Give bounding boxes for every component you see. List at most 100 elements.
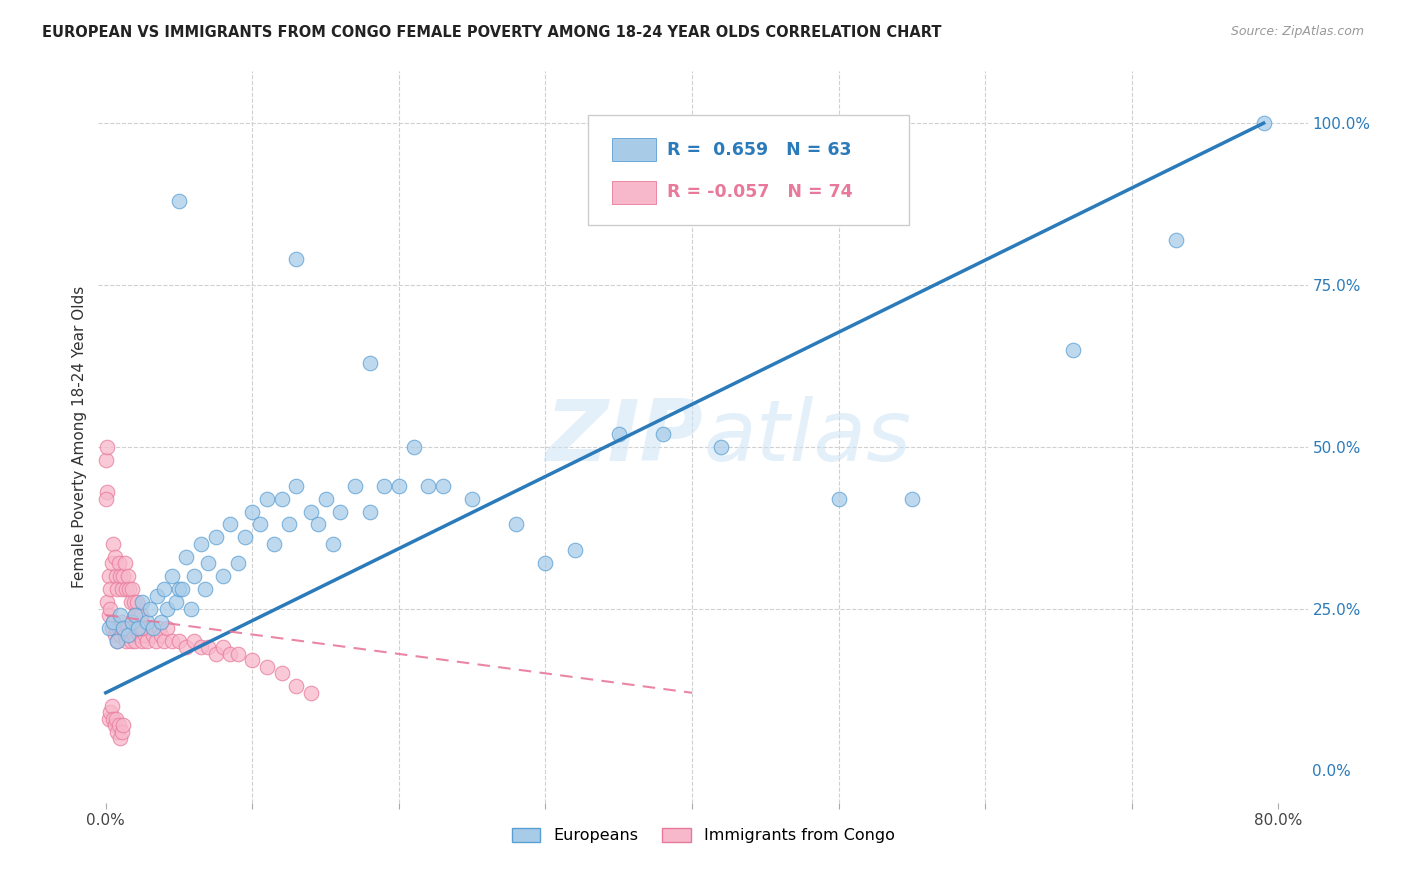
Point — [118, 627, 141, 641]
Point — [97, 621, 120, 635]
Point — [114, 557, 136, 571]
Point — [167, 582, 190, 597]
Text: Source: ZipAtlas.com: Source: ZipAtlas.com — [1230, 25, 1364, 38]
Point — [322, 537, 344, 551]
Point — [307, 517, 329, 532]
Point — [122, 595, 145, 609]
Point — [131, 595, 153, 609]
Point — [212, 640, 235, 655]
Point — [120, 595, 142, 609]
Point — [827, 491, 849, 506]
Point — [285, 679, 308, 693]
Point — [105, 569, 128, 583]
Point — [190, 640, 212, 655]
Point — [153, 634, 176, 648]
Point — [129, 608, 152, 623]
Point — [132, 621, 155, 635]
Point — [107, 582, 129, 597]
Point — [125, 621, 148, 635]
Point — [156, 621, 179, 635]
Point — [315, 491, 337, 506]
Point — [96, 440, 118, 454]
Point — [127, 621, 149, 635]
Y-axis label: Female Poverty Among 18-24 Year Olds: Female Poverty Among 18-24 Year Olds — [72, 286, 87, 588]
Point — [117, 569, 139, 583]
Point — [120, 634, 142, 648]
Point — [101, 537, 124, 551]
Point — [124, 608, 146, 623]
Point — [108, 718, 131, 732]
Point — [108, 621, 131, 635]
FancyBboxPatch shape — [588, 115, 908, 225]
Point — [219, 647, 242, 661]
Point — [212, 569, 235, 583]
Legend: Europeans, Immigrants from Congo: Europeans, Immigrants from Congo — [505, 822, 901, 850]
Point — [97, 712, 120, 726]
Point — [135, 615, 157, 629]
Point — [180, 601, 202, 615]
Point — [256, 660, 278, 674]
Point — [233, 530, 256, 544]
Point — [160, 569, 183, 583]
Point — [129, 621, 152, 635]
Point — [111, 615, 134, 629]
Point — [110, 627, 132, 641]
Point — [183, 569, 205, 583]
Point — [101, 615, 124, 629]
Point — [115, 582, 138, 597]
Point — [418, 478, 440, 492]
Point — [197, 640, 219, 655]
Point — [160, 634, 183, 648]
Point — [121, 582, 143, 597]
Text: R =  0.659   N = 63: R = 0.659 N = 63 — [666, 141, 851, 159]
Point — [150, 627, 173, 641]
Point — [97, 569, 120, 583]
Point — [111, 724, 134, 739]
Point — [388, 478, 411, 492]
Text: atlas: atlas — [703, 395, 911, 479]
Point — [117, 627, 139, 641]
Point — [299, 686, 322, 700]
Point — [100, 698, 122, 713]
Point — [270, 666, 292, 681]
Point — [128, 627, 150, 641]
Point — [240, 653, 263, 667]
Point — [146, 589, 169, 603]
Point — [156, 601, 179, 615]
Point — [142, 627, 165, 641]
Point — [100, 621, 122, 635]
Point — [150, 615, 173, 629]
Point — [115, 634, 138, 648]
Point — [138, 601, 160, 615]
Point — [148, 621, 170, 635]
Point — [94, 452, 117, 467]
Point — [124, 608, 146, 623]
Point — [194, 582, 217, 597]
Point — [101, 712, 124, 726]
Point — [710, 440, 733, 454]
Point — [134, 627, 156, 641]
Point — [138, 621, 160, 635]
Point — [107, 724, 129, 739]
Point — [901, 491, 924, 506]
Point — [111, 582, 134, 597]
FancyBboxPatch shape — [613, 138, 655, 161]
Point — [359, 504, 381, 518]
Point — [135, 634, 157, 648]
Point — [176, 549, 198, 564]
Point — [110, 569, 132, 583]
Point — [98, 601, 121, 615]
Point — [107, 634, 129, 648]
Point — [219, 517, 242, 532]
Point — [204, 530, 226, 544]
Point — [131, 621, 153, 635]
Point — [110, 608, 132, 623]
FancyBboxPatch shape — [613, 181, 655, 204]
Point — [121, 621, 143, 635]
Point — [256, 491, 278, 506]
Point — [183, 634, 205, 648]
Point — [112, 569, 135, 583]
Point — [112, 621, 135, 635]
Point — [505, 517, 527, 532]
Point — [278, 517, 301, 532]
